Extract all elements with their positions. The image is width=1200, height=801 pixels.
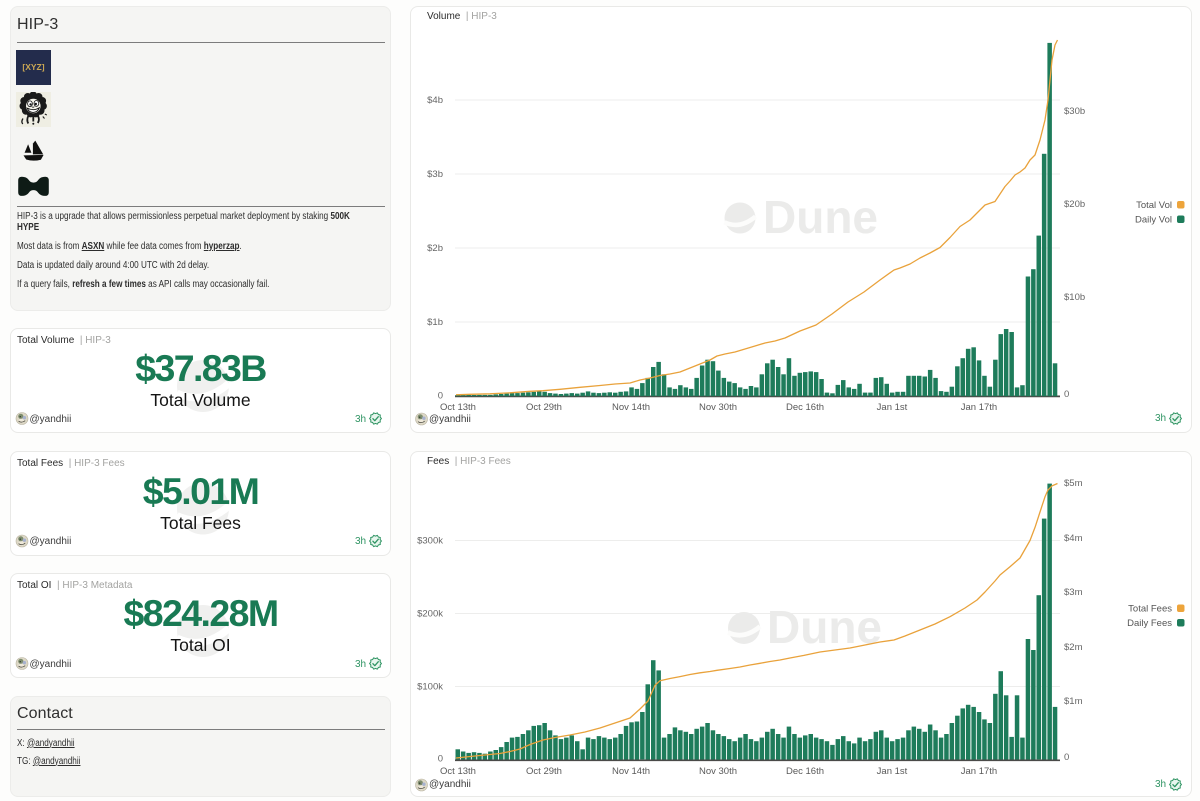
svg-text:Dec 16th: Dec 16th bbox=[786, 766, 824, 777]
svg-text:Oct 13th: Oct 13th bbox=[440, 402, 476, 413]
svg-text:$3b: $3b bbox=[427, 169, 443, 180]
svg-text:Jan 1st: Jan 1st bbox=[877, 402, 908, 413]
svg-text:Oct 29th: Oct 29th bbox=[526, 766, 562, 777]
svg-text:Nov 30th: Nov 30th bbox=[699, 402, 737, 413]
svg-text:Dec 16th: Dec 16th bbox=[786, 402, 824, 413]
svg-text:Nov 14th: Nov 14th bbox=[612, 402, 650, 413]
svg-text:0: 0 bbox=[438, 754, 443, 765]
svg-text:0: 0 bbox=[1064, 752, 1069, 763]
svg-text:Dune: Dune bbox=[767, 601, 882, 653]
svg-text:$3m: $3m bbox=[1064, 587, 1083, 598]
svg-text:$1b: $1b bbox=[427, 317, 443, 328]
svg-text:$300k: $300k bbox=[417, 536, 443, 547]
svg-text:$100k: $100k bbox=[417, 682, 443, 693]
svg-text:0: 0 bbox=[438, 391, 443, 402]
svg-text:Nov 30th: Nov 30th bbox=[699, 766, 737, 777]
svg-text:Dune: Dune bbox=[763, 191, 878, 243]
svg-text:$4m: $4m bbox=[1064, 533, 1083, 544]
svg-text:$1m: $1m bbox=[1064, 696, 1083, 707]
svg-text:$10b: $10b bbox=[1064, 292, 1085, 303]
svg-text:$2m: $2m bbox=[1064, 642, 1083, 653]
svg-text:$200k: $200k bbox=[417, 609, 443, 620]
svg-text:$5m: $5m bbox=[1064, 478, 1083, 489]
svg-text:Jan 1st: Jan 1st bbox=[877, 766, 908, 777]
svg-text:Oct 13th: Oct 13th bbox=[440, 766, 476, 777]
svg-text:Total Vol: Total Vol bbox=[1136, 200, 1172, 211]
svg-text:Total Fees: Total Fees bbox=[1128, 604, 1172, 615]
svg-text:Jan 17th: Jan 17th bbox=[961, 766, 997, 777]
svg-text:0: 0 bbox=[1064, 389, 1069, 400]
svg-text:Nov 14th: Nov 14th bbox=[612, 766, 650, 777]
svg-text:$2b: $2b bbox=[427, 243, 443, 254]
svg-text:Jan 17th: Jan 17th bbox=[961, 402, 997, 413]
svg-text:Daily Fees: Daily Fees bbox=[1127, 618, 1172, 629]
svg-text:$20b: $20b bbox=[1064, 199, 1085, 210]
svg-text:Oct 29th: Oct 29th bbox=[526, 402, 562, 413]
svg-text:$4b: $4b bbox=[427, 95, 443, 106]
svg-text:Daily Vol: Daily Vol bbox=[1135, 215, 1172, 226]
svg-text:$30b: $30b bbox=[1064, 106, 1085, 117]
